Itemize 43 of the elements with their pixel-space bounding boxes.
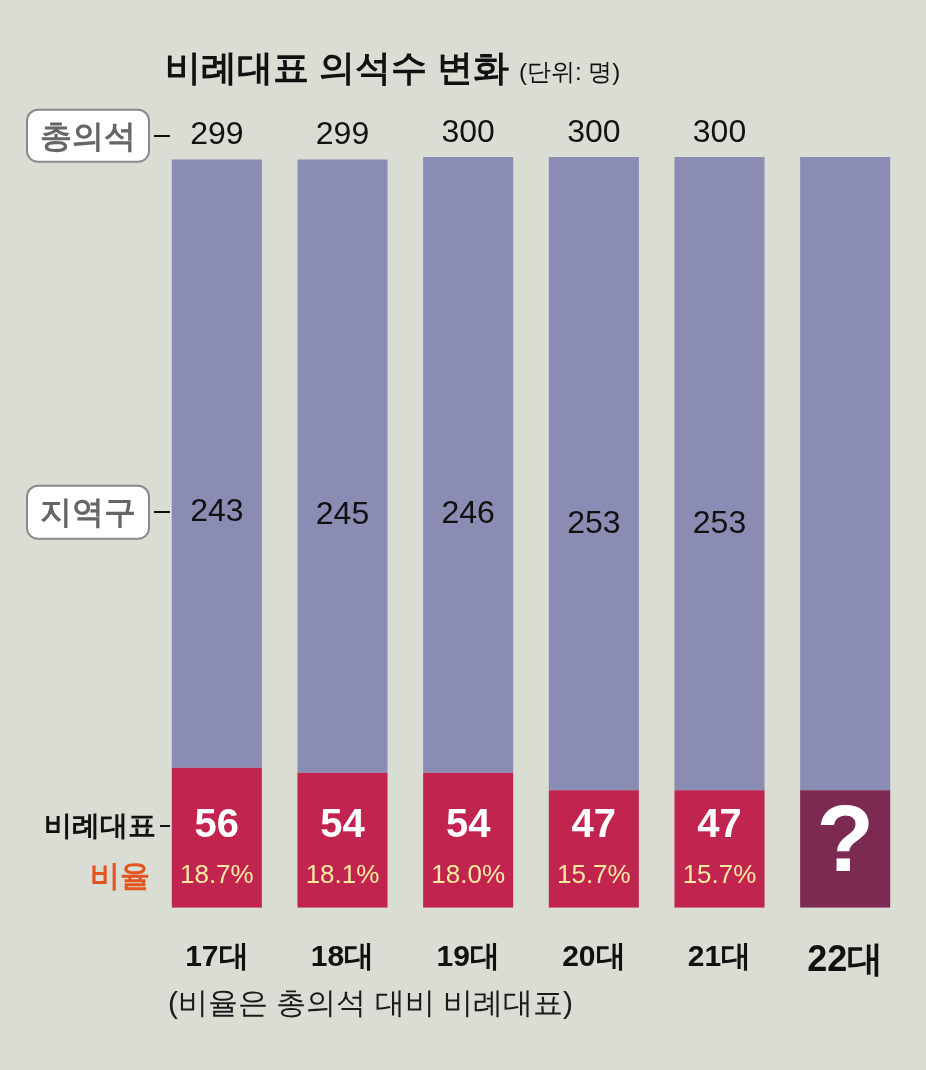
bar [800,157,891,791]
annotation: 18.0% [431,858,506,889]
data-label: 54 [320,800,366,845]
series-label: 지역구 [39,494,136,531]
text: (비율은 총의석 대비 비례대표) [168,985,573,1021]
data-label: 47 [571,800,617,845]
x-tick-label: 18대 [310,939,375,973]
chart-title: 비례대표 의석수 변화 [165,47,510,88]
data-label: 243 [190,492,244,529]
total-label: 300 [441,112,495,149]
text: 비율 [89,857,150,894]
x-tick-label: 20대 [562,939,626,973]
data-label: 246 [441,493,495,530]
total-label: 299 [190,115,244,152]
bar [548,157,639,791]
data-label: 253 [567,504,621,541]
chart-subtitle: (단위: 명) [519,58,621,85]
total-label: 300 [692,112,747,149]
bar [674,157,765,791]
data-label: 47 [697,800,742,845]
bar [171,159,262,768]
series-label: 비례대표 [43,809,156,843]
annotation: 15.7% [682,858,757,889]
data-label: 245 [315,494,370,531]
x-tick-label: 19대 [436,939,500,973]
total-label: 299 [315,115,370,152]
rounded-label-box: 지역구 [25,485,150,540]
annotation: 15.7% [556,858,631,889]
x-tick-label: 22대 [807,938,884,980]
rounded-label-box: 총의석 [25,108,150,163]
data-label: 56 [194,800,240,845]
data-label: 54 [445,800,492,845]
total-label: 300 [567,112,621,149]
data-label: 253 [692,504,747,541]
bar [674,790,765,908]
x-tick-label: 17대 [185,939,249,973]
bar [297,159,388,773]
annotation: 18.7% [179,858,254,889]
data-label: ? [816,786,874,892]
bar [297,772,388,908]
bar [423,157,514,773]
x-tick-label: 21대 [687,939,752,973]
annotation: 18.1% [305,858,380,889]
